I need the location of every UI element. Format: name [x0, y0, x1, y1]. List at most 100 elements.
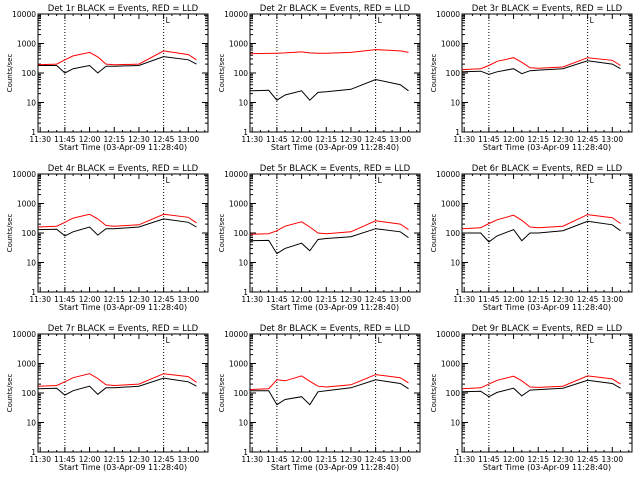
marker-label: L: [378, 336, 383, 345]
detector-plot-2: Det 2r BLACK = Events, RED = LLD 1 10 100 10…: [218, 4, 421, 152]
y-tick-label: 1000: [441, 360, 460, 369]
x-tick-label: 13:00: [601, 295, 623, 304]
y-tick-label: 10: [450, 259, 460, 268]
x-tick-label: 11:30: [453, 455, 475, 464]
plot-frame: [37, 333, 209, 453]
x-tick-label: 12:15: [315, 295, 337, 304]
x-tick-label: 12:15: [315, 135, 337, 144]
y-axis-label: Counts/sec: [218, 54, 226, 93]
y-tick-label: 100: [446, 389, 461, 398]
x-tick-label: 11:45: [478, 135, 500, 144]
y-tick-label: 1: [31, 448, 36, 457]
marker-label: L: [590, 176, 595, 185]
x-tick-label: 12:15: [103, 295, 125, 304]
x-axis-label: Start Time (03-Apr-09 11:28:40): [59, 143, 187, 152]
x-axis-label: Start Time (03-Apr-09 11:28:40): [59, 303, 187, 312]
x-tick-label: 11:45: [54, 455, 76, 464]
x-tick-label: 12:30: [552, 455, 574, 464]
x-axis-label: Start Time (03-Apr-09 11:28:40): [483, 143, 611, 152]
x-tick-label: 12:00: [503, 295, 525, 304]
x-tick-label: 12:30: [340, 295, 362, 304]
y-tick-label: 10: [26, 99, 36, 108]
x-tick-label: 11:45: [54, 295, 76, 304]
series-line-events: [462, 60, 621, 75]
y-tick-label: 10000: [436, 330, 460, 339]
x-tick-label: 12:30: [128, 135, 150, 144]
x-tick-label: 12:45: [153, 295, 175, 304]
x-tick-label: 12:00: [503, 455, 525, 464]
series-line-events: [38, 218, 197, 237]
plot-frame: [249, 13, 421, 133]
x-tick-label: 12:00: [79, 135, 101, 144]
y-tick-label: 1: [455, 128, 460, 137]
marker-label: L: [378, 176, 383, 185]
plot-title: Det 4r BLACK = Events, RED = LLD: [48, 164, 199, 174]
y-tick-label: 1: [31, 288, 36, 297]
plot-frame: [461, 333, 633, 453]
y-tick-label: 100: [234, 69, 249, 78]
series-line-lld: [38, 50, 197, 66]
y-tick-label: 1000: [229, 40, 248, 49]
y-tick-label: 10: [450, 419, 460, 428]
y-tick-label: 100: [446, 69, 461, 78]
y-tick-label: 1: [31, 128, 36, 137]
x-tick-label: 12:00: [79, 295, 101, 304]
x-tick-label: 11:30: [241, 295, 263, 304]
y-tick-label: 1000: [17, 360, 36, 369]
series-line-lld: [38, 213, 197, 228]
y-tick-label: 1000: [441, 40, 460, 49]
y-tick-label: 1000: [17, 40, 36, 49]
x-tick-label: 12:45: [153, 455, 175, 464]
x-tick-label: 12:15: [103, 455, 125, 464]
x-tick-label: 13:00: [389, 135, 411, 144]
detector-plot-1: Det 1r BLACK = Events, RED = LLD 1 10 100 10…: [6, 4, 209, 152]
x-tick-label: 13:00: [177, 135, 199, 144]
x-tick-label: 13:00: [177, 455, 199, 464]
x-axis-label: Start Time (03-Apr-09 11:28:40): [271, 303, 399, 312]
y-tick-label: 10: [238, 99, 248, 108]
x-tick-label: 11:30: [29, 295, 51, 304]
x-axis-label: Start Time (03-Apr-09 11:28:40): [483, 463, 611, 472]
detector-plot-6: Det 6r BLACK = Events, RED = LLD 1 10 100 10…: [430, 164, 633, 312]
y-axis-label: Counts/sec: [6, 54, 14, 93]
plot-title: Det 5r BLACK = Events, RED = LLD: [260, 164, 411, 174]
x-tick-label: 13:00: [177, 295, 199, 304]
y-tick-label: 1: [243, 288, 248, 297]
y-tick-label: 10000: [12, 10, 36, 19]
series-line-lld: [462, 214, 621, 230]
y-tick-label: 1: [455, 288, 460, 297]
x-tick-label: 12:15: [315, 455, 337, 464]
y-axis-label: Counts/sec: [6, 374, 14, 413]
series-line-lld: [250, 220, 409, 235]
x-tick-label: 12:30: [128, 295, 150, 304]
series-line-lld: [462, 375, 621, 390]
y-axis-label: Counts/sec: [6, 214, 14, 253]
x-tick-label: 11:30: [453, 295, 475, 304]
series-line-events: [462, 220, 621, 243]
x-tick-label: 11:30: [241, 135, 263, 144]
x-tick-label: 12:45: [577, 455, 599, 464]
y-axis-label: Counts/sec: [430, 214, 438, 253]
y-axis-label: Counts/sec: [218, 214, 226, 253]
plot-title: Det 2r BLACK = Events, RED = LLD: [260, 4, 411, 14]
x-tick-label: 12:15: [103, 135, 125, 144]
x-tick-label: 12:00: [291, 455, 313, 464]
detector-plot-9: Det 9r BLACK = Events, RED = LLD 1 10 100 10…: [430, 324, 633, 472]
y-tick-label: 100: [446, 229, 461, 238]
x-tick-label: 11:45: [266, 455, 288, 464]
plot-title: Det 7r BLACK = Events, RED = LLD: [48, 324, 199, 334]
plot-frame: [461, 13, 633, 133]
x-tick-label: 12:30: [128, 455, 150, 464]
x-tick-label: 11:45: [478, 295, 500, 304]
x-tick-label: 12:30: [552, 135, 574, 144]
y-tick-label: 1000: [229, 360, 248, 369]
x-tick-label: 12:00: [291, 295, 313, 304]
x-tick-label: 12:15: [527, 135, 549, 144]
y-axis-label: Counts/sec: [430, 374, 438, 413]
x-tick-label: 11:30: [453, 135, 475, 144]
marker-label: L: [590, 336, 595, 345]
x-tick-label: 11:45: [478, 455, 500, 464]
y-tick-label: 100: [234, 389, 249, 398]
y-tick-label: 1000: [441, 200, 460, 209]
